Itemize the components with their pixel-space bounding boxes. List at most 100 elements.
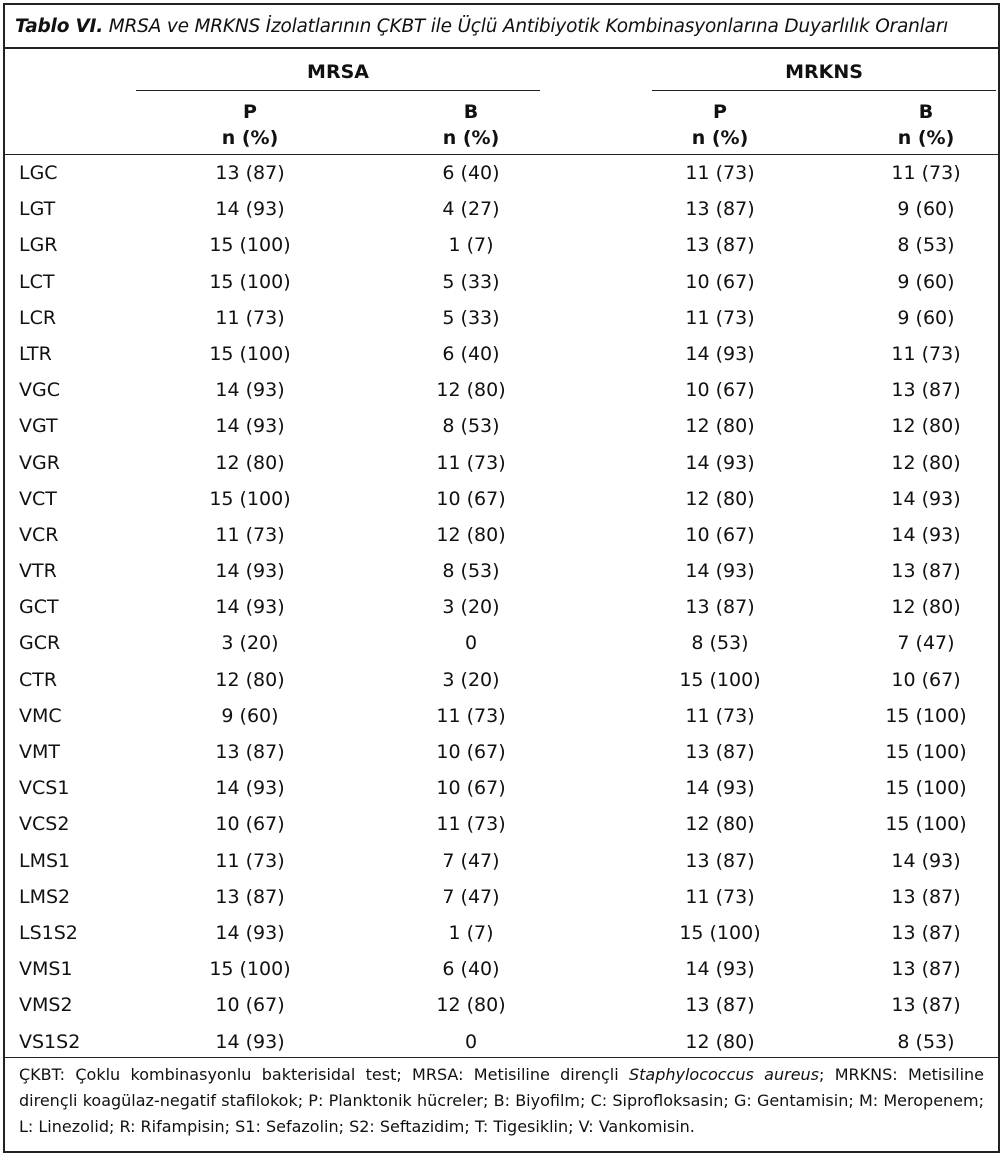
cell-mrkns-b: 7 (47): [897, 632, 955, 655]
table-body: LGC 13 (87) 6 (40) 11 (73) 11 (73) LGT 14 (93)…: [5, 155, 998, 1060]
table-frame: Tablo VI. MRSA ve MRKNS İzolatlarının ÇK…: [3, 3, 1000, 1153]
cell-mrkns-b: 12 (80): [891, 415, 961, 438]
row-label: VGR: [19, 451, 60, 474]
table-row: VGC 14 (93) 12 (80) 10 (67) 13 (87): [5, 372, 998, 408]
row-label: LCT: [19, 270, 55, 293]
cell-mrkns-p: 12 (80): [685, 487, 755, 510]
row-label: LMS2: [19, 885, 71, 908]
cell-mrsa-b: 0: [464, 632, 478, 655]
table-row: VTR 14 (93) 8 (53) 14 (93) 13 (87): [5, 553, 998, 589]
row-label: LMS1: [19, 849, 71, 872]
subheader-mrsa-p: P n (%): [190, 99, 310, 151]
cell-mrsa-p: 14 (93): [215, 198, 285, 221]
group-rule-mrsa: [136, 90, 540, 91]
cell-mrsa-b: 4 (27): [442, 198, 500, 221]
row-label: CTR: [19, 668, 58, 691]
cell-mrsa-b: 6 (40): [442, 162, 500, 184]
cell-mrsa-b: 11 (73): [436, 704, 506, 727]
row-label: VCS2: [19, 813, 70, 836]
cell-mrkns-b: 11 (73): [891, 162, 961, 184]
cell-mrkns-p: 13 (87): [685, 596, 755, 619]
header-rule: [5, 154, 998, 155]
cell-mrkns-p: 8 (53): [691, 632, 749, 655]
table-row: VMS1 15 (100) 6 (40) 14 (93) 13 (87): [5, 951, 998, 987]
cell-mrsa-b: 8 (53): [442, 560, 500, 583]
cell-mrkns-p: 13 (87): [685, 198, 755, 221]
cell-mrsa-b: 12 (80): [436, 379, 506, 402]
row-label: VGC: [19, 379, 60, 402]
cell-mrkns-b: 9 (60): [897, 270, 955, 293]
cell-mrkns-p: 10 (67): [685, 379, 755, 402]
cell-mrkns-b: 8 (53): [897, 1030, 955, 1053]
row-label: LGR: [19, 234, 58, 257]
cell-mrsa-b: 6 (40): [442, 958, 500, 981]
cell-mrsa-p: 10 (67): [215, 813, 285, 836]
table-row: VCS2 10 (67) 11 (73) 12 (80) 15 (100): [5, 806, 998, 842]
cell-mrsa-p: 13 (87): [215, 885, 285, 908]
table-row: LTR 15 (100) 6 (40) 14 (93) 11 (73): [5, 336, 998, 372]
table-row: GCR 3 (20) 0 8 (53) 7 (47): [5, 625, 998, 661]
cell-mrsa-p: 13 (87): [215, 741, 285, 763]
cell-mrkns-b: 13 (87): [891, 560, 961, 583]
table-row: LGR 15 (100) 1 (7) 13 (87) 8 (53): [5, 227, 998, 263]
table-row: LGT 14 (93) 4 (27) 13 (87) 9 (60): [5, 191, 998, 227]
caption-text: MRSA ve MRKNS İzolatlarının ÇKBT ile Üçl…: [108, 16, 949, 37]
cell-mrsa-p: 13 (87): [215, 162, 285, 184]
cell-mrsa-b: 1 (7): [448, 234, 494, 257]
caption-label: Tablo VI.: [15, 16, 104, 37]
cell-mrsa-b: 5 (33): [442, 306, 500, 329]
cell-mrkns-b: 13 (87): [891, 921, 961, 944]
cell-mrsa-b: 0: [464, 1030, 478, 1053]
cell-mrsa-p: 14 (93): [215, 777, 285, 800]
cell-mrsa-b: 3 (20): [442, 668, 500, 691]
cell-mrkns-p: 10 (67): [685, 523, 755, 546]
row-label: VGT: [19, 415, 58, 438]
cell-mrsa-b: 12 (80): [436, 994, 506, 1017]
cell-mrsa-p: 12 (80): [215, 451, 285, 474]
cell-mrsa-p: 14 (93): [215, 560, 285, 583]
subheader-unit: n (%): [221, 127, 279, 149]
table-row: VCT 15 (100) 10 (67) 12 (80) 14 (93): [5, 481, 998, 517]
subheader-title: P: [243, 101, 257, 123]
cell-mrkns-b: 9 (60): [897, 198, 955, 221]
row-label: LCR: [19, 306, 57, 329]
table-row: LCR 11 (73) 5 (33) 11 (73) 9 (60): [5, 300, 998, 336]
cell-mrkns-p: 11 (73): [685, 306, 755, 329]
cell-mrsa-p: 3 (20): [221, 632, 279, 655]
cell-mrsa-p: 15 (100): [209, 342, 291, 365]
table-row: CTR 12 (80) 3 (20) 15 (100) 10 (67): [5, 662, 998, 698]
table-row: VCS1 14 (93) 10 (67) 14 (93) 15 (100): [5, 770, 998, 806]
cell-mrkns-b: 15 (100): [885, 813, 967, 836]
cell-mrkns-p: 13 (87): [685, 994, 755, 1017]
table-row: VS1S2 14 (93) 0 12 (80) 8 (53): [5, 1024, 998, 1060]
cell-mrsa-p: 14 (93): [215, 921, 285, 944]
cell-mrsa-b: 12 (80): [436, 523, 506, 546]
group-rule-mrkns: [652, 90, 996, 91]
table-row: VCR 11 (73) 12 (80) 10 (67) 14 (93): [5, 517, 998, 553]
cell-mrsa-b: 8 (53): [442, 415, 500, 438]
cell-mrsa-b: 11 (73): [436, 813, 506, 836]
cell-mrsa-b: 1 (7): [448, 921, 494, 944]
cell-mrkns-p: 14 (93): [685, 958, 755, 981]
table-row: LMS1 11 (73) 7 (47) 13 (87) 14 (93): [5, 843, 998, 879]
cell-mrkns-b: 13 (87): [891, 885, 961, 908]
footnote-species: Staphylococcus aureus: [628, 1065, 820, 1084]
cell-mrkns-b: 15 (100): [885, 777, 967, 800]
row-label: LGT: [19, 198, 56, 221]
table-row: LGC 13 (87) 6 (40) 11 (73) 11 (73): [5, 155, 998, 191]
cell-mrsa-p: 11 (73): [215, 523, 285, 546]
cell-mrkns-b: 14 (93): [891, 487, 961, 510]
row-label: VMS1: [19, 958, 73, 981]
row-label: VMS2: [19, 994, 73, 1017]
footer-rule: [5, 1057, 998, 1058]
cell-mrsa-b: 10 (67): [436, 741, 506, 763]
cell-mrkns-p: 14 (93): [685, 560, 755, 583]
row-label: VTR: [19, 560, 57, 583]
cell-mrkns-p: 14 (93): [685, 777, 755, 800]
cell-mrkns-b: 8 (53): [897, 234, 955, 257]
cell-mrkns-b: 14 (93): [891, 523, 961, 546]
cell-mrsa-b: 7 (47): [442, 849, 500, 872]
cell-mrkns-b: 13 (87): [891, 379, 961, 402]
cell-mrsa-b: 11 (73): [436, 451, 506, 474]
cell-mrkns-p: 12 (80): [685, 415, 755, 438]
